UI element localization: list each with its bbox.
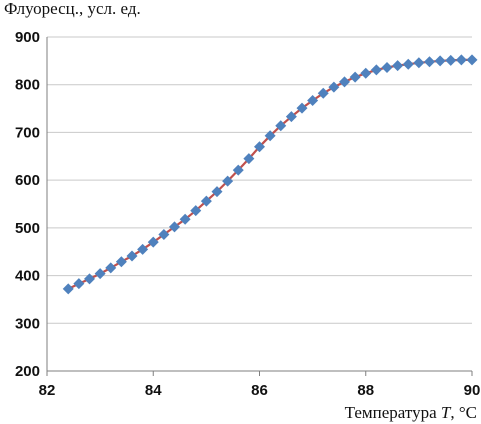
axes bbox=[46, 37, 473, 376]
data-point bbox=[307, 94, 319, 106]
data-point bbox=[222, 175, 234, 187]
x-tick-label: 88 bbox=[357, 382, 374, 399]
data-point bbox=[424, 56, 435, 68]
y-tick-label: 600 bbox=[15, 172, 40, 189]
data-point bbox=[232, 164, 244, 176]
data-point bbox=[285, 111, 297, 123]
data-point bbox=[370, 64, 382, 76]
y-tick-label: 700 bbox=[15, 124, 40, 141]
data-point bbox=[73, 278, 85, 290]
y-tick-label: 500 bbox=[15, 220, 40, 237]
data-point bbox=[328, 81, 340, 93]
data-point bbox=[275, 120, 287, 132]
y-tick-label: 400 bbox=[15, 268, 40, 285]
data-point bbox=[190, 205, 202, 217]
data-point bbox=[349, 71, 361, 83]
data-point bbox=[360, 67, 372, 79]
data-point bbox=[392, 60, 404, 72]
y-tick-label: 200 bbox=[15, 363, 40, 380]
data-point bbox=[317, 87, 329, 99]
x-tick-labels: 82 84 86 88 90 bbox=[39, 382, 481, 399]
y-tick-label: 300 bbox=[15, 315, 40, 332]
data-point bbox=[126, 250, 138, 262]
x-tick-label: 84 bbox=[145, 382, 162, 399]
data-markers bbox=[62, 54, 478, 295]
data-point bbox=[62, 283, 74, 295]
data-point bbox=[105, 262, 117, 274]
data-point bbox=[158, 229, 170, 241]
x-axis-label: Температура T, °C bbox=[345, 403, 477, 422]
y-axis-label: Флуоресц., усл. ед. bbox=[4, 0, 141, 18]
data-point bbox=[381, 62, 393, 74]
data-point bbox=[455, 54, 467, 66]
data-point bbox=[254, 141, 265, 153]
data-point bbox=[445, 54, 457, 66]
data-point bbox=[413, 57, 425, 69]
data-point bbox=[434, 55, 446, 67]
data-point bbox=[402, 58, 414, 70]
data-point bbox=[243, 153, 255, 165]
data-point bbox=[339, 76, 350, 88]
data-point bbox=[211, 186, 223, 198]
y-tick-labels: 200 300 400 500 600 700 800 900 bbox=[15, 29, 40, 380]
data-point bbox=[179, 213, 191, 225]
data-point bbox=[200, 195, 212, 207]
data-point bbox=[84, 273, 95, 285]
data-point bbox=[147, 236, 159, 248]
data-point bbox=[94, 268, 106, 280]
data-point bbox=[296, 102, 308, 114]
data-point bbox=[115, 256, 127, 268]
data-point bbox=[169, 221, 180, 233]
y-tick-label: 800 bbox=[15, 77, 40, 94]
gridlines bbox=[47, 36, 472, 324]
data-point bbox=[264, 130, 276, 142]
y-tick-label: 900 bbox=[15, 29, 40, 46]
data-point bbox=[466, 54, 478, 66]
x-tick-label: 82 bbox=[39, 382, 56, 399]
x-tick-label: 86 bbox=[251, 382, 268, 399]
x-tick-label: 90 bbox=[464, 382, 481, 399]
data-point bbox=[137, 243, 149, 255]
